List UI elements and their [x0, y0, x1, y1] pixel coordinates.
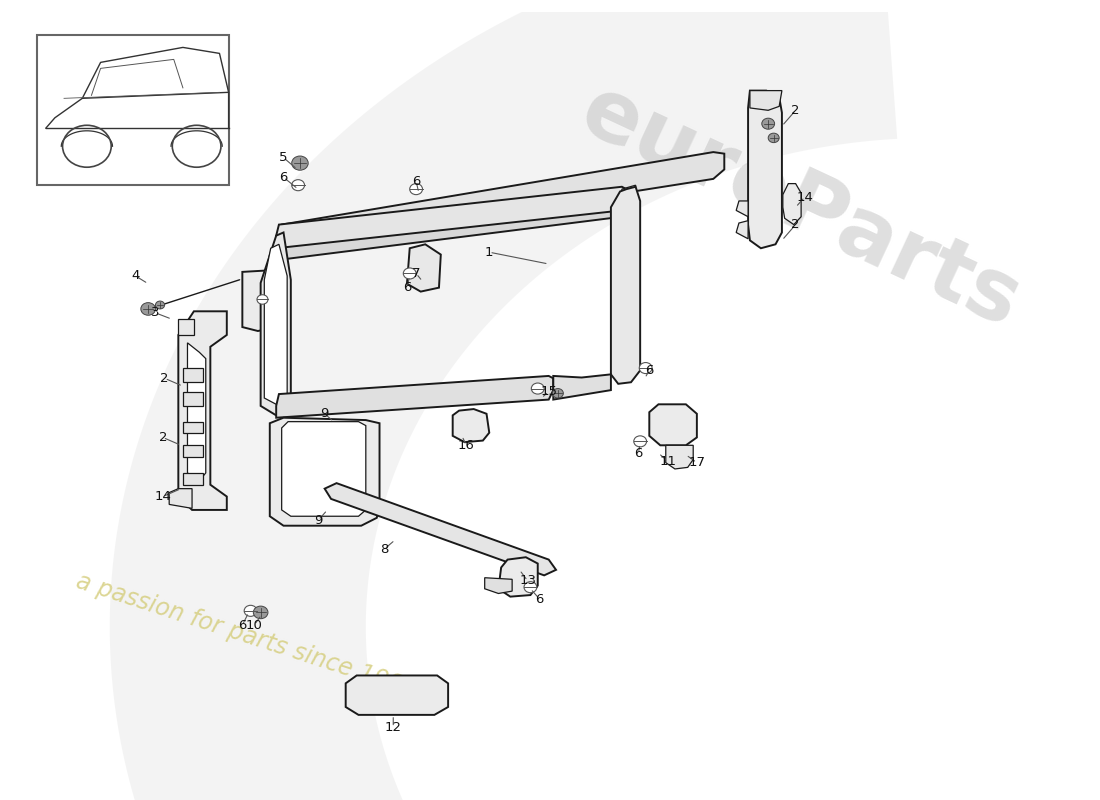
Text: 2: 2: [791, 104, 800, 117]
Text: 6: 6: [279, 171, 288, 184]
Bar: [183, 473, 204, 485]
Circle shape: [531, 383, 544, 394]
Text: 13: 13: [519, 574, 536, 587]
Polygon shape: [276, 376, 553, 418]
Polygon shape: [783, 184, 801, 225]
Text: 6: 6: [403, 281, 411, 294]
Text: 4: 4: [131, 270, 140, 282]
Polygon shape: [264, 244, 287, 404]
Circle shape: [257, 294, 268, 304]
Text: 6: 6: [634, 446, 642, 460]
Text: a passion for parts since 1985: a passion for parts since 1985: [74, 570, 420, 702]
Text: 17: 17: [689, 456, 705, 469]
Text: 2: 2: [791, 218, 800, 231]
Polygon shape: [345, 675, 448, 715]
Circle shape: [404, 268, 416, 279]
Polygon shape: [178, 311, 227, 510]
Polygon shape: [279, 152, 724, 246]
Text: 2: 2: [158, 431, 167, 444]
Circle shape: [552, 389, 563, 398]
Circle shape: [244, 606, 257, 616]
Text: 6: 6: [536, 593, 543, 606]
Polygon shape: [649, 404, 697, 446]
Text: 15: 15: [540, 386, 558, 398]
Bar: [183, 422, 204, 434]
Text: 5: 5: [279, 151, 288, 164]
Polygon shape: [178, 319, 194, 335]
Circle shape: [409, 184, 422, 194]
Polygon shape: [324, 483, 556, 575]
Text: 2: 2: [161, 372, 169, 385]
Bar: [183, 392, 204, 406]
Polygon shape: [282, 422, 366, 516]
Polygon shape: [736, 201, 748, 217]
Circle shape: [768, 133, 779, 142]
Polygon shape: [169, 489, 192, 508]
Polygon shape: [276, 186, 626, 248]
Bar: [36, 35, 229, 185]
Polygon shape: [485, 578, 513, 594]
Bar: [183, 368, 204, 382]
Bar: [183, 446, 204, 457]
Text: 8: 8: [379, 543, 388, 556]
Text: 6: 6: [239, 618, 246, 631]
Text: 3: 3: [151, 306, 160, 319]
Polygon shape: [261, 233, 290, 415]
Text: 6: 6: [645, 364, 653, 377]
Polygon shape: [621, 185, 636, 210]
Circle shape: [292, 156, 308, 170]
Text: 12: 12: [385, 721, 402, 734]
Polygon shape: [407, 244, 441, 291]
Text: 9: 9: [315, 514, 322, 526]
Polygon shape: [242, 270, 284, 331]
Circle shape: [634, 436, 647, 447]
Circle shape: [141, 302, 155, 315]
Polygon shape: [666, 446, 693, 469]
Polygon shape: [736, 221, 748, 238]
Circle shape: [524, 582, 537, 593]
Text: 11: 11: [659, 454, 676, 467]
Polygon shape: [498, 558, 538, 597]
Polygon shape: [750, 90, 782, 110]
Circle shape: [639, 362, 652, 374]
Circle shape: [292, 180, 305, 190]
Text: 6: 6: [411, 174, 420, 188]
Circle shape: [155, 301, 165, 309]
Text: euroParts: euroParts: [566, 69, 1033, 345]
Polygon shape: [110, 0, 898, 800]
Text: 16: 16: [458, 439, 475, 452]
Text: 7: 7: [411, 267, 420, 280]
Text: 14: 14: [796, 190, 813, 203]
Text: 9: 9: [320, 407, 329, 420]
Circle shape: [762, 118, 774, 130]
Polygon shape: [553, 374, 610, 399]
Polygon shape: [453, 409, 490, 442]
Circle shape: [253, 606, 268, 618]
Polygon shape: [610, 186, 640, 384]
Polygon shape: [187, 343, 206, 481]
Text: 14: 14: [154, 490, 172, 503]
Polygon shape: [270, 418, 380, 526]
Text: 1: 1: [485, 246, 494, 258]
Polygon shape: [279, 199, 631, 259]
Polygon shape: [748, 90, 782, 248]
Text: 10: 10: [245, 618, 263, 631]
